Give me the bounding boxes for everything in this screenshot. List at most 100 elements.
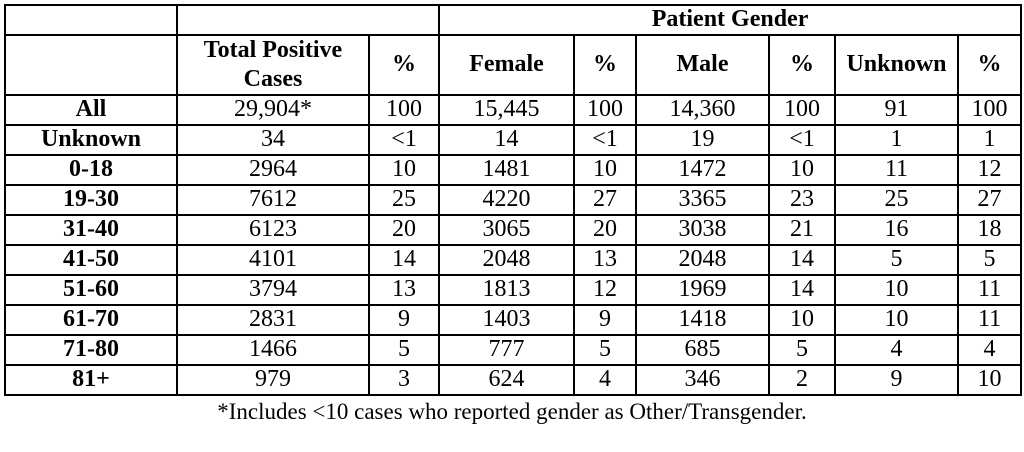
table-cell: 685	[635, 333, 770, 366]
table-cell: 100	[768, 93, 836, 126]
table-cell: 9	[834, 363, 959, 396]
table-cell: 979	[176, 363, 370, 396]
table-cell: 3	[368, 363, 440, 396]
table-cell: <1	[573, 123, 637, 156]
table-cell: 3365	[635, 183, 770, 216]
table-cell: 20	[573, 213, 637, 246]
table-footnote: *Includes <10 cases who reported gender …	[217, 398, 807, 424]
table-cell: 19	[635, 123, 770, 156]
table-cell: 3794	[176, 273, 370, 306]
row-label: Unknown	[4, 123, 178, 156]
table-row: 71-80 1466 5 777 5 685 5 4 4	[4, 333, 1023, 366]
table-cell: 14,360	[635, 93, 770, 126]
table-cell: 1418	[635, 303, 770, 336]
row-label: All	[4, 93, 178, 126]
table-row: 31-40 6123 20 3065 20 3038 21 16 18	[4, 213, 1023, 246]
table-cell: 27	[573, 183, 637, 216]
column-header-percent-unknown: %	[956, 33, 1023, 96]
table-cell: 9	[573, 303, 637, 336]
column-header-percent-female: %	[573, 33, 637, 96]
table-cell: 12	[573, 273, 637, 306]
table-cell: 27	[956, 183, 1023, 216]
table-row: 41-50 4101 14 2048 13 2048 14 5 5	[4, 243, 1023, 276]
empty-corner-cell	[4, 4, 178, 36]
table-row: 81+ 979 3 624 4 346 2 9 10	[4, 363, 1023, 396]
table-cell: 1	[956, 123, 1023, 156]
table-cell: 2964	[176, 153, 370, 186]
column-header-percent-total: %	[368, 33, 440, 96]
table-cell: 100	[573, 93, 637, 126]
table-cell: 6123	[176, 213, 370, 246]
column-header-male: Male	[635, 33, 770, 96]
table-cell: 2	[768, 363, 836, 396]
table-cell: 3038	[635, 213, 770, 246]
table-cell: 13	[573, 243, 637, 276]
table-cell: 18	[956, 213, 1023, 246]
table-cell: 100	[956, 93, 1023, 126]
table-cell: 10	[573, 153, 637, 186]
table-cell: 11	[956, 303, 1023, 336]
row-label: 71-80	[4, 333, 178, 366]
table-cell: 1969	[635, 273, 770, 306]
header-row: Total Positive Cases % Female % Male % U…	[4, 33, 1023, 96]
table-cell: 10	[834, 303, 959, 336]
table-cell: 14	[368, 243, 440, 276]
table-cell: 4101	[176, 243, 370, 276]
table-cell: <1	[368, 123, 440, 156]
row-label: 41-50	[4, 243, 178, 276]
table-cell: 4220	[438, 183, 575, 216]
table-body: All 29,904* 100 15,445 100 14,360 100 91 100 Unkn…	[4, 93, 1023, 396]
table-cell: 624	[438, 363, 575, 396]
table-cell: 11	[956, 273, 1023, 306]
table-cell: 1466	[176, 333, 370, 366]
empty-spanner-cell	[176, 4, 440, 36]
table-cell: 100	[368, 93, 440, 126]
table-cell: 1403	[438, 303, 575, 336]
table-cell: 10	[834, 273, 959, 306]
table-cell: 25	[834, 183, 959, 216]
table-cell: 9	[368, 303, 440, 336]
row-label: 31-40	[4, 213, 178, 246]
row-label: 81+	[4, 363, 178, 396]
table-row: 61-70 2831 9 1403 9 1418 10 10 11	[4, 303, 1023, 336]
table-row: 0-18 2964 10 1481 10 1472 10 11 12	[4, 153, 1023, 186]
table-cell: 7612	[176, 183, 370, 216]
row-label: 19-30	[4, 183, 178, 216]
table-row: 51-60 3794 13 1813 12 1969 14 10 11	[4, 273, 1023, 306]
table-cell: 15,445	[438, 93, 575, 126]
table-cell: 5	[368, 333, 440, 366]
table-cell: 777	[438, 333, 575, 366]
table-cell: 2048	[438, 243, 575, 276]
table-cell: 29,904*	[176, 93, 370, 126]
table-cell: 25	[368, 183, 440, 216]
table-cell: 1	[834, 123, 959, 156]
table-cell: 21	[768, 213, 836, 246]
table-cell: 1481	[438, 153, 575, 186]
table-cell: 5	[573, 333, 637, 366]
table-cell: 11	[834, 153, 959, 186]
table-cell: 346	[635, 363, 770, 396]
table-cell: 10	[768, 303, 836, 336]
table-cell: 20	[368, 213, 440, 246]
table-cell: 14	[768, 273, 836, 306]
table-cell: 10	[368, 153, 440, 186]
table-cell: 23	[768, 183, 836, 216]
table-cell: 2048	[635, 243, 770, 276]
table-cell: 91	[834, 93, 959, 126]
table-cell: 14	[438, 123, 575, 156]
column-header-percent-male: %	[768, 33, 836, 96]
table-cell: 13	[368, 273, 440, 306]
table-cell: 4	[956, 333, 1023, 366]
table-cell: 10	[956, 363, 1023, 396]
table-cell: 1813	[438, 273, 575, 306]
column-header-unknown: Unknown	[834, 33, 959, 96]
table-cell: <1	[768, 123, 836, 156]
table-cell: 2831	[176, 303, 370, 336]
table-cell: 34	[176, 123, 370, 156]
column-header-total-positive-cases: Total Positive Cases	[176, 33, 370, 96]
empty-header-cell	[4, 33, 178, 96]
patient-gender-spanner-header: Patient Gender	[437, 4, 1023, 36]
spanner-row: Patient Gender	[4, 4, 1023, 36]
table-cell: 16	[834, 213, 959, 246]
